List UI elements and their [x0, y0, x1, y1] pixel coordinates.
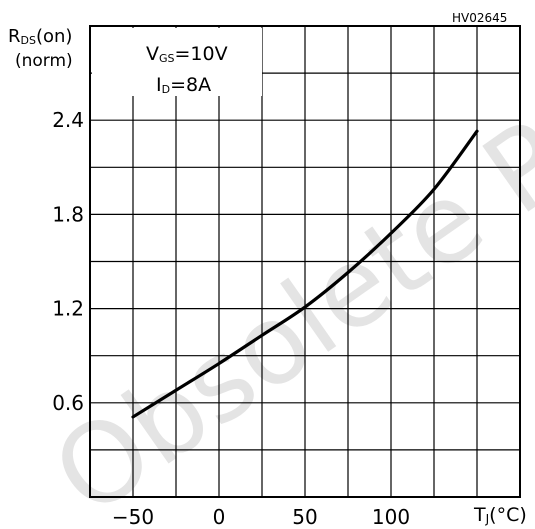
- y-axis-label: RDS(on): [8, 26, 72, 47]
- y-tick-label: 2.4: [52, 108, 84, 132]
- x-axis-label: TJ(°C): [473, 504, 527, 526]
- annotation-box: [92, 28, 262, 96]
- grid: [90, 26, 520, 497]
- y-tick-labels: 0.6 1.2 1.8 2.4: [52, 108, 84, 415]
- id-annotation: ID=8A: [156, 74, 211, 96]
- plot-frame: [89, 25, 521, 498]
- x-tick-label: 0: [213, 505, 226, 529]
- series-line: [131, 129, 479, 419]
- y-tick-label: 0.6: [52, 391, 84, 415]
- vgs-annotation: VGS=10V: [146, 43, 228, 65]
- series-group: [131, 129, 479, 419]
- y-axis-label-line2: (norm): [15, 51, 73, 71]
- x-tick-labels: −50 0 50 100: [112, 505, 410, 529]
- y-tick-label: 1.2: [52, 297, 84, 321]
- x-tick-label: −50: [112, 505, 154, 529]
- y-tick-label: 1.8: [52, 202, 84, 226]
- x-tick-label: 100: [372, 505, 410, 529]
- x-tick-label: 50: [292, 505, 317, 529]
- figure-code: HV02645: [452, 11, 507, 25]
